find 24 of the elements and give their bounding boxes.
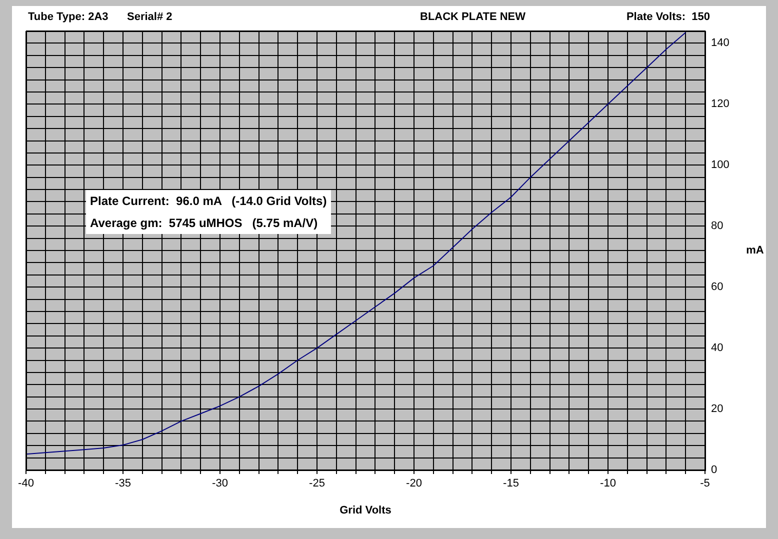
y-tick-label: 120 xyxy=(711,98,730,110)
y-tick-label: 80 xyxy=(711,220,724,232)
y-tick-label: 60 xyxy=(711,281,724,294)
y-tick-label: 140 xyxy=(711,37,730,50)
x-tick-label: -30 xyxy=(212,478,228,490)
x-axis-title: Grid Volts xyxy=(340,504,392,516)
x-tick-label: -25 xyxy=(309,478,325,490)
x-tick-label: -35 xyxy=(115,478,131,490)
chart-title: BLACK PLATE NEW xyxy=(420,11,526,23)
y-tick-label: 20 xyxy=(711,403,724,416)
x-tick-label: -10 xyxy=(600,478,616,490)
y-tick-label: 0 xyxy=(711,464,718,476)
y-tick-label: 40 xyxy=(711,342,724,354)
text: Serial# 2 xyxy=(127,11,172,23)
x-tick-label: -40 xyxy=(18,478,34,490)
y-axis-title: mA xyxy=(746,244,764,257)
annotation: Average gm: 5745 uMHOS (5.75 mA/V) xyxy=(90,215,319,232)
x-tick-label: -20 xyxy=(406,478,422,490)
annotation: Plate Current: 96.0 mA (-14.0 Grid Volts) xyxy=(90,193,327,210)
text: Tube Type: 2A3 xyxy=(28,11,108,23)
x-tick-label: -15 xyxy=(503,478,519,490)
y-tick-label: 100 xyxy=(711,159,730,172)
x-tick-label: -5 xyxy=(700,478,710,490)
text: Plate Volts: 150 xyxy=(626,11,710,23)
